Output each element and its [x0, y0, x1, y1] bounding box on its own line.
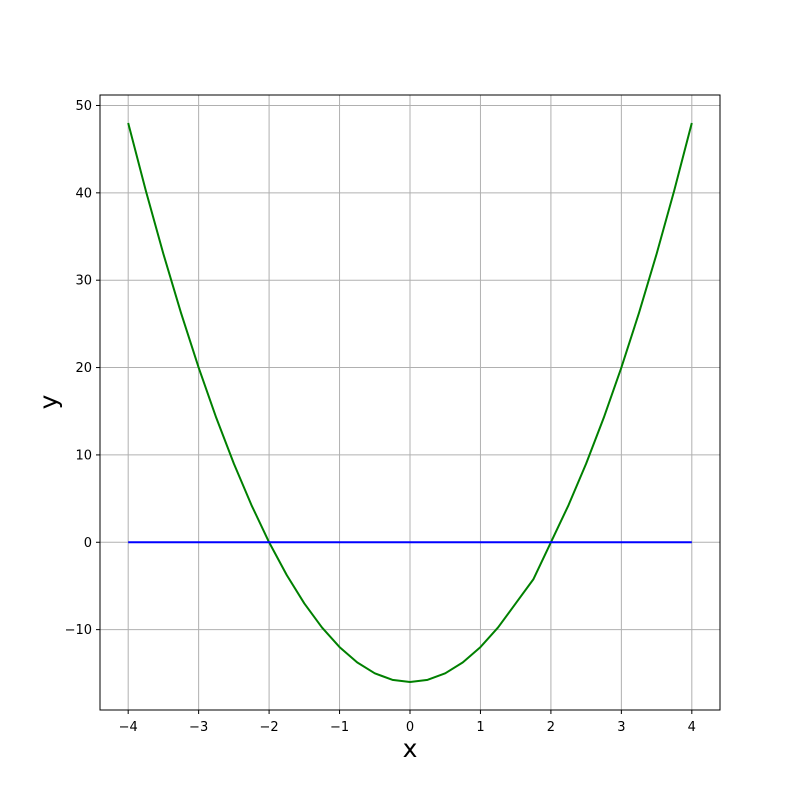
y-tick-label: 0 — [84, 536, 92, 551]
x-tick-label: 2 — [547, 720, 555, 735]
y-tick-label: 20 — [75, 361, 92, 376]
x-tick-label: −3 — [189, 720, 208, 735]
x-tick-label: −4 — [119, 720, 138, 735]
y-tick-label: 10 — [75, 448, 92, 463]
x-tick-label: 0 — [406, 720, 414, 735]
axes-spines — [99, 94, 721, 711]
y-tick-label: −10 — [65, 623, 92, 638]
y-tick-label: 30 — [75, 274, 92, 289]
x-tick-label: −2 — [260, 720, 279, 735]
x-tick-label: 3 — [617, 720, 625, 735]
x-tick-label: 4 — [688, 720, 696, 735]
x-tick-label: −1 — [330, 720, 349, 735]
y-axis-label: y — [34, 394, 63, 409]
parabola-curve — [127, 122, 693, 684]
x-tick-label: 1 — [476, 720, 484, 735]
y-tick-label: 40 — [75, 186, 92, 201]
y-tick-label: 50 — [75, 99, 92, 114]
x-axis-label: x — [403, 734, 418, 763]
